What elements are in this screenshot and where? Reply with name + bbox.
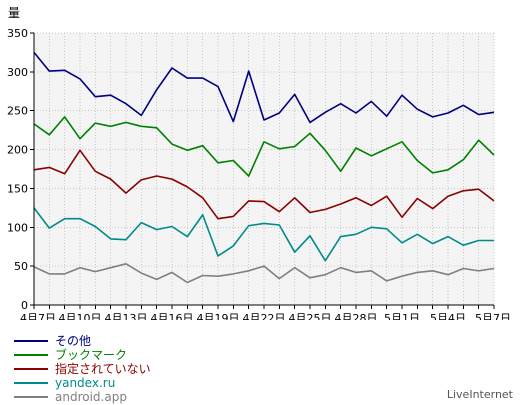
x-tick-label: 4月10日 [59, 312, 102, 320]
legend-swatch [14, 368, 48, 370]
y-tick-label: 150 [7, 182, 28, 195]
x-tick-label: 4月7日 [20, 312, 56, 320]
y-tick-label: 0 [21, 299, 28, 312]
series-line [33, 116, 495, 177]
x-tick-label: 4月16日 [151, 312, 194, 320]
y-tick-labels: 0 50 100 150 200 250 300 350 [7, 27, 28, 312]
x-tick-labels: 4月7日 4月10日 4月13日 4月16日 4月19日 4月22日 4月25日 4月28日 5… [20, 312, 511, 320]
series-line [33, 207, 494, 262]
x-tick-label: 4月13日 [105, 312, 148, 320]
legend-item: ブックマーク [14, 348, 151, 362]
x-tick-label: 5月7日 [475, 312, 511, 320]
x-tick-label: 4月19日 [197, 312, 240, 320]
x-tick-label: 5月1日 [384, 312, 420, 320]
legend-label: ブックマーク [55, 348, 128, 362]
x-tick-label: 5月4日 [430, 312, 466, 320]
y-tick-label: 250 [7, 105, 28, 118]
y-tick-label: 100 [7, 221, 28, 234]
legend-swatch [14, 340, 48, 342]
series-lines [33, 51, 495, 284]
legend-label: android.app [55, 390, 127, 404]
legend-swatch [14, 354, 48, 356]
y-axis-label: 量 [8, 6, 20, 20]
x-tick-label: 4月25日 [289, 312, 332, 320]
series-line [33, 262, 495, 284]
legend-swatch [14, 396, 48, 398]
brand-label: LiveInternet [446, 388, 513, 401]
legend-item: android.app [14, 390, 151, 404]
legend-item: 指定されていない [14, 362, 151, 376]
y-tick-label: 350 [7, 27, 28, 40]
series-line [33, 149, 495, 220]
legend-item: その他 [14, 334, 151, 348]
y-tick-label: 50 [14, 260, 28, 273]
x-tick-label: 4月28日 [335, 312, 378, 320]
legend-swatch [14, 382, 48, 384]
legend: その他 ブックマーク 指定されていない yandex.ru android.app [14, 334, 151, 404]
x-tick-label: 4月22日 [243, 312, 286, 320]
legend-item: yandex.ru [14, 376, 151, 390]
axes [30, 32, 495, 309]
y-tick-label: 300 [7, 66, 28, 79]
y-tick-label: 200 [7, 144, 28, 157]
legend-label: その他 [55, 334, 92, 348]
gridlines [34, 32, 495, 305]
legend-label: yandex.ru [55, 376, 116, 390]
line-chart: 0 50 100 150 200 250 300 350 4月7日 4月10日 4月13日 4月16… [7, 6, 511, 320]
legend-label: 指定されていない [55, 362, 151, 376]
series-line [33, 51, 495, 124]
